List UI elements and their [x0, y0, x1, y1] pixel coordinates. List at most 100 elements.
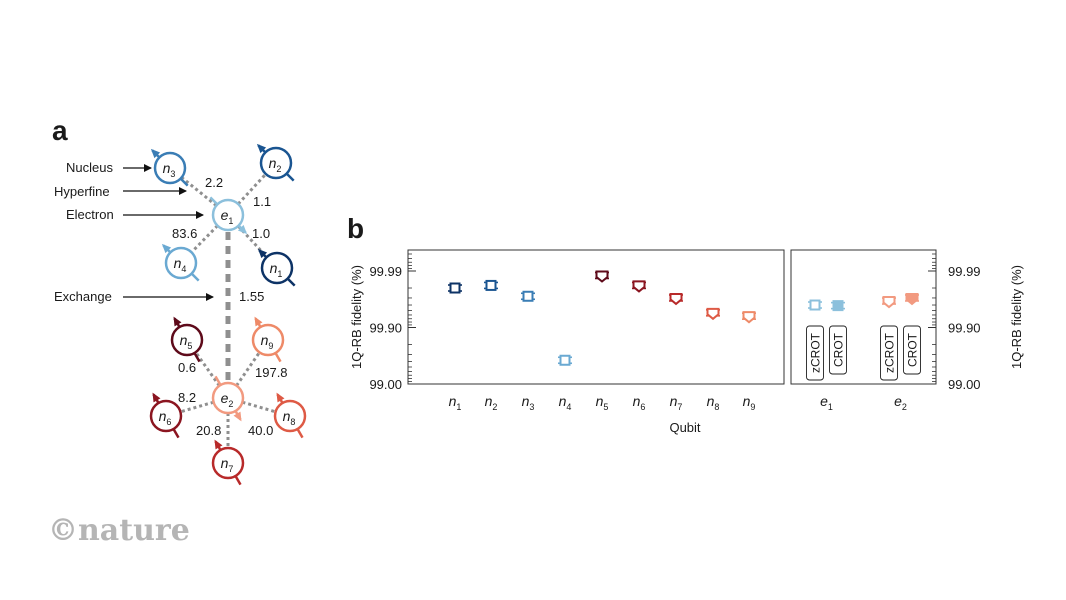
x-tick-label-n8: n8 [707, 393, 720, 412]
spin-arrowhead-n5 [173, 316, 182, 327]
x-tick-label-n2: n2 [485, 393, 498, 412]
right-y-tick-label: 99.99 [948, 264, 981, 279]
spin-arrowhead-n6 [152, 392, 161, 403]
gate-box-e1-zCROT [806, 325, 824, 381]
legend-electron-label: Electron [66, 207, 114, 222]
data-point-n7 [669, 292, 683, 306]
nucleus-n1: n1 [257, 248, 296, 287]
hyperfine-values: 2.2 1.1 83.6 1.0 0.6 197.8 8.2 20.8 40.0 [172, 175, 288, 438]
spin-label-n8: n8 [283, 408, 296, 427]
nucleus-n3: n3 [150, 148, 189, 187]
hyperfine-link-n9 [235, 351, 261, 387]
spin-label-n2: n2 [269, 155, 282, 174]
spin-nodes: n1 n2 n3 n4 n5 n6 n7 n8 n9 e1 e2 [149, 143, 307, 486]
nucleus-n4: n4 [161, 243, 200, 282]
spin-circle-n3 [153, 151, 187, 185]
gate-box-e2-CROT [903, 325, 921, 375]
spin-label-e1: e1 [221, 207, 234, 226]
spin-circle-n6 [149, 399, 183, 433]
gate-box-e2-zCROT [880, 325, 898, 381]
hyperfine-link-n3 [180, 176, 218, 207]
hyperfine-value-n2: 1.1 [253, 194, 271, 209]
legend-nucleus-label: Nucleus [66, 160, 113, 175]
data-point-n3 [521, 290, 535, 302]
nucleus-n9: n9 [251, 316, 285, 363]
x-tick-labels: n1 n2 n3 n4 n5 n6 n7 n8 n9 e1 e2 [449, 393, 907, 412]
right-y-axis-title: 1Q-RB fidelity (%) [1009, 265, 1024, 369]
spin-circle-e1 [211, 198, 245, 232]
spin-label-n4: n4 [174, 255, 187, 274]
spin-label-e2: e2 [221, 390, 234, 409]
panel-b-chart: b 99.00 99.90 99.99 99.00 99.90 99.99 1Q-RB … [347, 213, 1024, 435]
x-tick-label-e1: e1 [820, 393, 833, 412]
left-y-axis-title: 1Q-RB fidelity (%) [349, 265, 364, 369]
hyperfine-value-n4: 83.6 [172, 226, 197, 241]
spin-arrowhead-e1 [237, 224, 248, 235]
nucleus-n8: n8 [273, 392, 307, 439]
spin-arrowhead-n4 [161, 243, 172, 254]
spin-label-n5: n5 [180, 332, 193, 351]
left-y-tick-label: 99.90 [369, 321, 402, 336]
x-tick-label-n7: n7 [670, 393, 683, 412]
gate-label-e2-CROT: CROT [906, 332, 920, 367]
spin-circle-n8 [273, 399, 307, 433]
gate-label-e1-zCROT: zCROT [809, 332, 823, 373]
data-point-e2-zCROT [882, 296, 896, 309]
legend-exchange-label: Exchange [54, 289, 112, 304]
data-point-e1-CROT [831, 300, 845, 312]
gate-labels: zCROT CROT zCROT CROT [806, 325, 921, 381]
nature-logo: ©nature [48, 513, 190, 548]
electron-e2: e2 [211, 375, 245, 422]
data-point-e1-zCROT [808, 299, 822, 311]
spin-arrowhead-n3 [150, 148, 161, 159]
data-points [448, 270, 919, 366]
x-tick-label-n9: n9 [743, 393, 756, 412]
spin-circle-n5 [170, 323, 204, 357]
hyperfine-value-n8: 40.0 [248, 423, 273, 438]
left-y-tick-label: 99.99 [369, 264, 402, 279]
hyperfine-value-n9: 197.8 [255, 365, 288, 380]
hyperfine-value-n6: 8.2 [178, 390, 196, 405]
data-point-n2 [484, 279, 498, 291]
legend-hyperfine: Hyperfine [54, 184, 187, 199]
hyperfine-value-n3: 2.2 [205, 175, 223, 190]
right-y-tick-label: 99.90 [948, 321, 981, 336]
nuclei-plot-frame [407, 249, 785, 385]
x-tick-label-n4: n4 [559, 393, 572, 412]
x-tick-label-n6: n6 [633, 393, 646, 412]
gate-label-e1-CROT: CROT [832, 332, 846, 367]
spin-label-n1: n1 [270, 260, 283, 279]
hyperfine-link-n2 [237, 173, 267, 205]
spin-circle-n1 [260, 251, 294, 285]
spin-circle-n4 [164, 246, 198, 280]
data-point-n6 [632, 280, 646, 293]
spin-circle-e2 [211, 381, 245, 415]
spin-label-n9: n9 [261, 332, 274, 351]
data-point-n9 [742, 311, 756, 324]
spin-label-n7: n7 [221, 455, 234, 474]
legend-hyperfine-label: Hyperfine [54, 184, 110, 199]
x-tick-label-n1: n1 [449, 393, 462, 412]
spin-arrowhead-n9 [254, 316, 263, 327]
panel-a-letter: a [52, 115, 68, 146]
hyperfine-link-n8 [241, 400, 277, 414]
x-tick-label-n3: n3 [522, 393, 535, 412]
hyperfine-value-n7: 20.8 [196, 423, 221, 438]
hyperfine-link-n4 [190, 224, 219, 254]
electron-plot-frame [790, 249, 937, 385]
hyperfine-link-n5 [194, 351, 221, 387]
nucleus-n6: n6 [149, 392, 183, 439]
data-point-n1 [448, 282, 462, 294]
spin-arrowhead-n2 [256, 143, 267, 154]
nucleus-n2: n2 [256, 143, 295, 182]
exchange-value: 1.55 [239, 289, 264, 304]
right-y-tick-label: 99.00 [948, 377, 981, 392]
legend-exchange: Exchange [54, 289, 214, 304]
spin-circle-n7 [211, 446, 245, 480]
spin-label-n3: n3 [163, 160, 176, 179]
panel-b-letter: b [347, 213, 364, 244]
legend-electron: Electron [66, 207, 204, 222]
data-point-n5 [595, 270, 609, 283]
spin-arrowhead-n1 [257, 248, 268, 259]
